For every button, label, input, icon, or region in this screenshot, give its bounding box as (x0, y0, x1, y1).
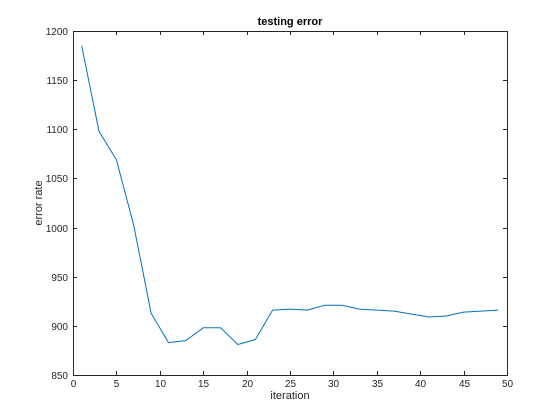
x-tick-label: 30 (328, 379, 340, 390)
x-tick-label: 20 (242, 379, 254, 390)
x-tick-label: 15 (198, 379, 210, 390)
y-tick-label: 1150 (46, 76, 68, 87)
x-tick-label: 50 (502, 379, 514, 390)
y-axis-title: error rate (33, 180, 45, 225)
y-tick-label: 950 (51, 273, 68, 284)
y-tick-label: 1200 (46, 27, 69, 38)
tick-labels: 0 5 10 15 20 25 30 35 40 45 50 850 900 950 1000 1050 110… (46, 27, 514, 390)
series-line (81, 45, 499, 345)
y-tick-label: 1000 (46, 224, 69, 235)
plot-area (73, 31, 507, 375)
y-tick-label: 1050 (46, 174, 69, 185)
x-tick-label: 35 (372, 379, 384, 390)
y-tick-label: 1100 (46, 125, 68, 136)
x-tick-label: 25 (285, 379, 297, 390)
x-tick-label: 5 (114, 379, 120, 390)
x-axis-title: iteration (270, 390, 309, 402)
plot-frame (73, 31, 508, 376)
x-tick-label: 40 (415, 379, 427, 390)
y-tick-label: 900 (51, 322, 68, 333)
x-tick-label: 0 (71, 379, 77, 390)
x-tick-label: 10 (155, 379, 167, 390)
y-tick-label: 850 (51, 371, 68, 382)
series-layer (81, 45, 499, 345)
x-tick-label: 45 (459, 379, 471, 390)
chart-title: testing error (258, 16, 324, 28)
